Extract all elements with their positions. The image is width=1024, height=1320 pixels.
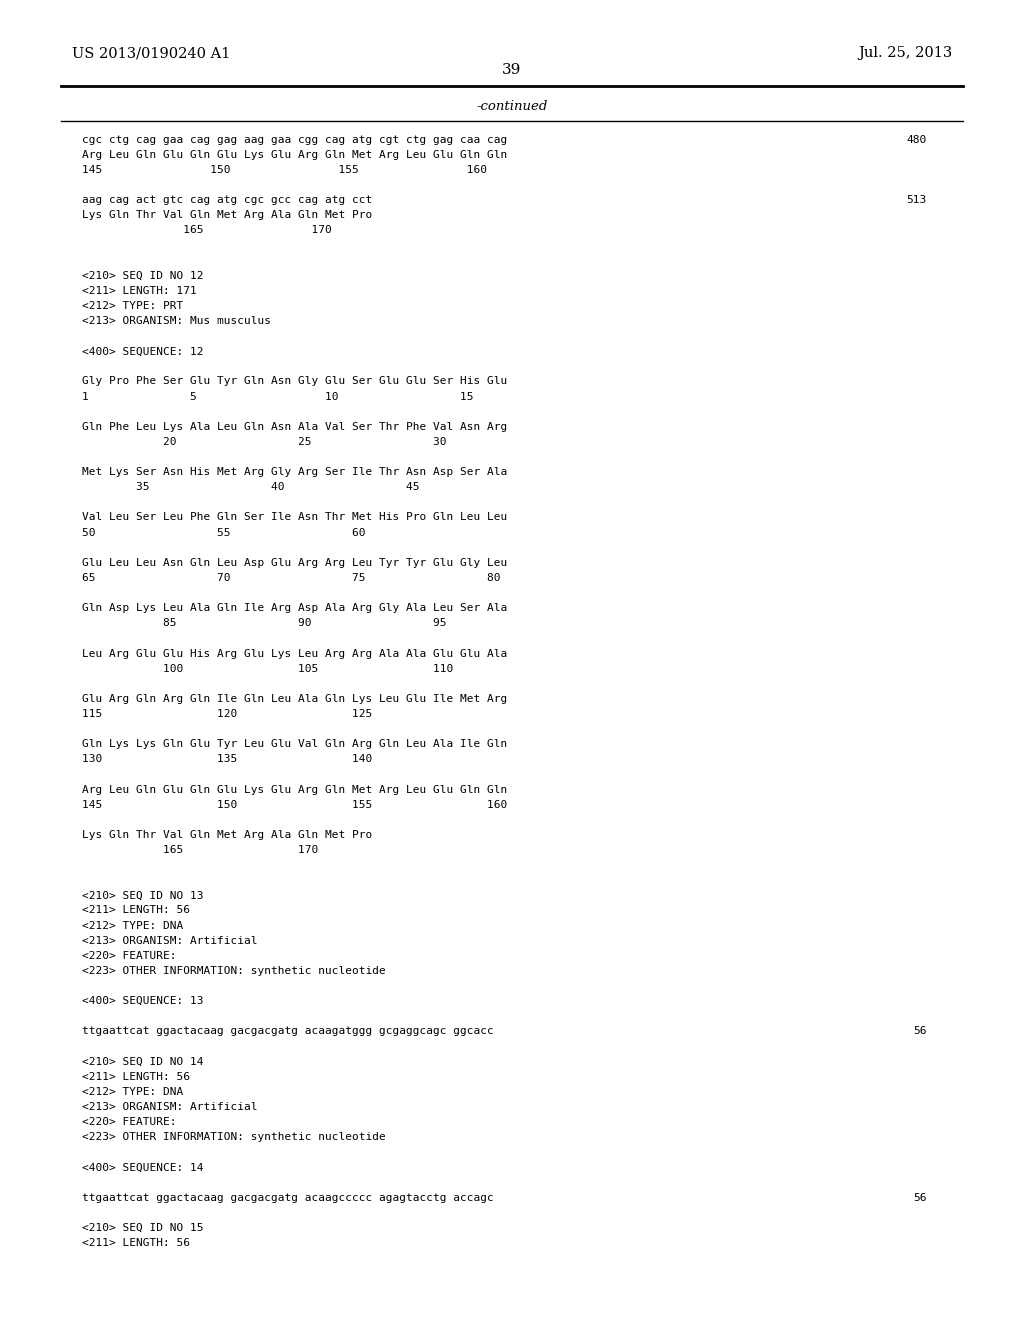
Text: cgc ctg cag gaa cag gag aag gaa cgg cag atg cgt ctg gag caa cag: cgc ctg cag gaa cag gag aag gaa cgg cag … (82, 135, 507, 145)
Text: <212> TYPE: DNA: <212> TYPE: DNA (82, 920, 183, 931)
Text: 56: 56 (913, 1193, 927, 1203)
Text: Arg Leu Gln Glu Gln Glu Lys Glu Arg Gln Met Arg Leu Glu Gln Gln: Arg Leu Gln Glu Gln Glu Lys Glu Arg Gln … (82, 149, 507, 160)
Text: Glu Arg Gln Arg Gln Ile Gln Leu Ala Gln Lys Leu Glu Ile Met Arg: Glu Arg Gln Arg Gln Ile Gln Leu Ala Gln … (82, 694, 507, 704)
Text: aag cag act gtc cag atg cgc gcc cag atg cct: aag cag act gtc cag atg cgc gcc cag atg … (82, 195, 372, 205)
Text: US 2013/0190240 A1: US 2013/0190240 A1 (72, 46, 230, 61)
Text: <212> TYPE: PRT: <212> TYPE: PRT (82, 301, 183, 312)
Text: 39: 39 (503, 63, 521, 78)
Text: -continued: -continued (476, 100, 548, 114)
Text: <211> LENGTH: 56: <211> LENGTH: 56 (82, 1238, 189, 1247)
Text: 165                170: 165 170 (82, 226, 332, 235)
Text: <223> OTHER INFORMATION: synthetic nucleotide: <223> OTHER INFORMATION: synthetic nucle… (82, 966, 386, 975)
Text: ttgaattcat ggactacaag gacgacgatg acaagatggg gcgaggcagc ggcacc: ttgaattcat ggactacaag gacgacgatg acaagat… (82, 1027, 494, 1036)
Text: Lys Gln Thr Val Gln Met Arg Ala Gln Met Pro: Lys Gln Thr Val Gln Met Arg Ala Gln Met … (82, 210, 372, 220)
Text: ttgaattcat ggactacaag gacgacgatg acaagccccc agagtacctg accagc: ttgaattcat ggactacaag gacgacgatg acaagcc… (82, 1193, 494, 1203)
Text: 56: 56 (913, 1027, 927, 1036)
Text: <223> OTHER INFORMATION: synthetic nucleotide: <223> OTHER INFORMATION: synthetic nucle… (82, 1133, 386, 1142)
Text: Arg Leu Gln Glu Gln Glu Lys Glu Arg Gln Met Arg Leu Glu Gln Gln: Arg Leu Gln Glu Gln Glu Lys Glu Arg Gln … (82, 784, 507, 795)
Text: <210> SEQ ID NO 15: <210> SEQ ID NO 15 (82, 1222, 204, 1233)
Text: <400> SEQUENCE: 13: <400> SEQUENCE: 13 (82, 997, 204, 1006)
Text: Glu Leu Leu Asn Gln Leu Asp Glu Arg Arg Leu Tyr Tyr Glu Gly Leu: Glu Leu Leu Asn Gln Leu Asp Glu Arg Arg … (82, 558, 507, 568)
Text: <212> TYPE: DNA: <212> TYPE: DNA (82, 1086, 183, 1097)
Text: <213> ORGANISM: Artificial: <213> ORGANISM: Artificial (82, 936, 257, 945)
Text: <210> SEQ ID NO 12: <210> SEQ ID NO 12 (82, 271, 204, 281)
Text: Gln Phe Leu Lys Ala Leu Gln Asn Ala Val Ser Thr Phe Val Asn Arg: Gln Phe Leu Lys Ala Leu Gln Asn Ala Val … (82, 422, 507, 432)
Text: <400> SEQUENCE: 12: <400> SEQUENCE: 12 (82, 346, 204, 356)
Text: <213> ORGANISM: Artificial: <213> ORGANISM: Artificial (82, 1102, 257, 1111)
Text: Gly Pro Phe Ser Glu Tyr Gln Asn Gly Glu Ser Glu Glu Ser His Glu: Gly Pro Phe Ser Glu Tyr Gln Asn Gly Glu … (82, 376, 507, 387)
Text: 100                 105                 110: 100 105 110 (82, 664, 454, 673)
Text: Jul. 25, 2013: Jul. 25, 2013 (858, 46, 952, 61)
Text: 513: 513 (906, 195, 927, 205)
Text: 85                  90                  95: 85 90 95 (82, 618, 446, 628)
Text: Lys Gln Thr Val Gln Met Arg Ala Gln Met Pro: Lys Gln Thr Val Gln Met Arg Ala Gln Met … (82, 830, 372, 840)
Text: 165                 170: 165 170 (82, 845, 318, 855)
Text: Gln Lys Lys Gln Glu Tyr Leu Glu Val Gln Arg Gln Leu Ala Ile Gln: Gln Lys Lys Gln Glu Tyr Leu Glu Val Gln … (82, 739, 507, 750)
Text: <211> LENGTH: 171: <211> LENGTH: 171 (82, 286, 197, 296)
Text: 145                 150                 155                 160: 145 150 155 160 (82, 800, 507, 809)
Text: <213> ORGANISM: Mus musculus: <213> ORGANISM: Mus musculus (82, 315, 271, 326)
Text: 130                 135                 140: 130 135 140 (82, 754, 372, 764)
Text: <211> LENGTH: 56: <211> LENGTH: 56 (82, 906, 189, 916)
Text: Met Lys Ser Asn His Met Arg Gly Arg Ser Ile Thr Asn Asp Ser Ala: Met Lys Ser Asn His Met Arg Gly Arg Ser … (82, 467, 507, 477)
Text: <210> SEQ ID NO 13: <210> SEQ ID NO 13 (82, 890, 204, 900)
Text: <220> FEATURE:: <220> FEATURE: (82, 1117, 176, 1127)
Text: <220> FEATURE:: <220> FEATURE: (82, 950, 176, 961)
Text: <211> LENGTH: 56: <211> LENGTH: 56 (82, 1072, 189, 1081)
Text: 480: 480 (906, 135, 927, 145)
Text: 115                 120                 125: 115 120 125 (82, 709, 372, 719)
Text: 65                  70                  75                  80: 65 70 75 80 (82, 573, 501, 583)
Text: Gln Asp Lys Leu Ala Gln Ile Arg Asp Ala Arg Gly Ala Leu Ser Ala: Gln Asp Lys Leu Ala Gln Ile Arg Asp Ala … (82, 603, 507, 614)
Text: 145                150                155                160: 145 150 155 160 (82, 165, 487, 174)
Text: <400> SEQUENCE: 14: <400> SEQUENCE: 14 (82, 1163, 204, 1172)
Text: 35                  40                  45: 35 40 45 (82, 482, 420, 492)
Text: Leu Arg Glu Glu His Arg Glu Lys Leu Arg Arg Ala Ala Glu Glu Ala: Leu Arg Glu Glu His Arg Glu Lys Leu Arg … (82, 648, 507, 659)
Text: <210> SEQ ID NO 14: <210> SEQ ID NO 14 (82, 1056, 204, 1067)
Text: Val Leu Ser Leu Phe Gln Ser Ile Asn Thr Met His Pro Gln Leu Leu: Val Leu Ser Leu Phe Gln Ser Ile Asn Thr … (82, 512, 507, 523)
Text: 1               5                   10                  15: 1 5 10 15 (82, 392, 473, 401)
Text: 50                  55                  60: 50 55 60 (82, 528, 366, 537)
Text: 20                  25                  30: 20 25 30 (82, 437, 446, 447)
